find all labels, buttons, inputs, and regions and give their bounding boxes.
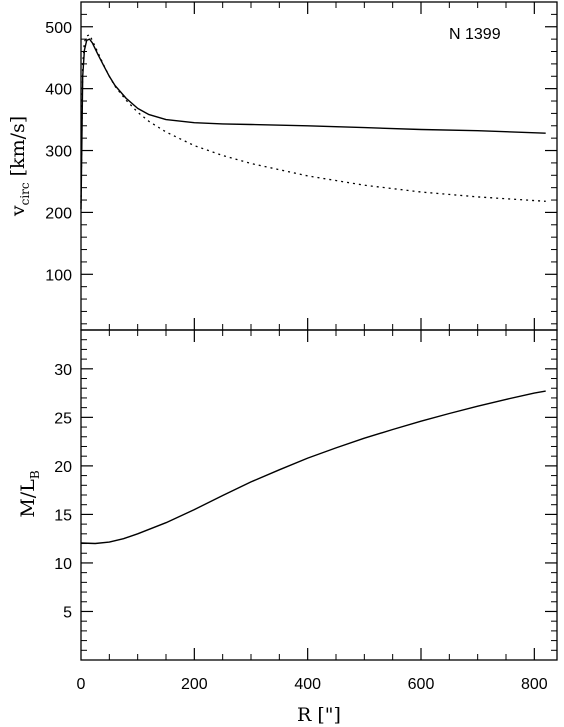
radius-xtick-label: 600 bbox=[408, 676, 435, 693]
velocity-panel: 100 200 300 400 500 N 1399 vcirc [km/s] bbox=[7, 1, 558, 331]
mass-to-light-ytick-label: 20 bbox=[54, 459, 72, 476]
mass-to-light-axis-label-main: M/L bbox=[17, 479, 39, 518]
velocity-ytick-label: 400 bbox=[45, 82, 72, 99]
mass-to-light-ytick-label: 15 bbox=[54, 507, 72, 524]
radius-xtick-label: 800 bbox=[521, 676, 548, 693]
mass-to-light-axis-label: M/LB bbox=[17, 470, 42, 517]
galaxy-label: N 1399 bbox=[449, 26, 501, 43]
radius-xtick-label: 400 bbox=[294, 676, 321, 693]
velocity-axis-label-unit: [km/s] bbox=[7, 116, 29, 183]
velocity-axis-label: vcirc [km/s] bbox=[7, 116, 32, 217]
velocity-panel-curves bbox=[80, 34, 546, 210]
velocity-curve-dotted bbox=[80, 34, 546, 204]
mass-to-light-axis-label-sub: B bbox=[28, 470, 42, 479]
velocity-panel-frame bbox=[80, 1, 558, 331]
velocity-ytick-label: 300 bbox=[45, 144, 72, 161]
mass-to-light-panel-ticks: 5 10 15 20 25 30 bbox=[54, 330, 557, 660]
mass-to-light-ytick-label: 10 bbox=[54, 556, 72, 573]
radius-axis-label: R ["] bbox=[297, 704, 341, 726]
velocity-axis-label-sub: circ bbox=[18, 182, 32, 205]
velocity-ytick-label: 200 bbox=[45, 205, 72, 222]
mass-to-light-panel-curves bbox=[80, 390, 546, 545]
velocity-curve-solid bbox=[80, 38, 546, 210]
mass-to-light-ytick-label: 5 bbox=[63, 604, 72, 621]
velocity-panel-ticks: 100 200 300 400 500 bbox=[45, 2, 557, 330]
velocity-axis-label-main: v bbox=[7, 205, 29, 217]
radius-xtick-label: 0 bbox=[77, 676, 86, 693]
velocity-ytick-label: 100 bbox=[45, 267, 72, 284]
velocity-ytick-label: 500 bbox=[45, 20, 72, 37]
mass-to-light-curve-solid bbox=[80, 390, 546, 545]
radius-xtick-label: 200 bbox=[181, 676, 208, 693]
mass-to-light-ytick-label: 25 bbox=[54, 410, 72, 427]
mass-to-light-ytick-label: 30 bbox=[54, 362, 72, 379]
mass-to-light-panel: 5 10 15 20 25 30 M/LB bbox=[17, 329, 558, 661]
mass-to-light-panel-frame bbox=[80, 329, 558, 661]
